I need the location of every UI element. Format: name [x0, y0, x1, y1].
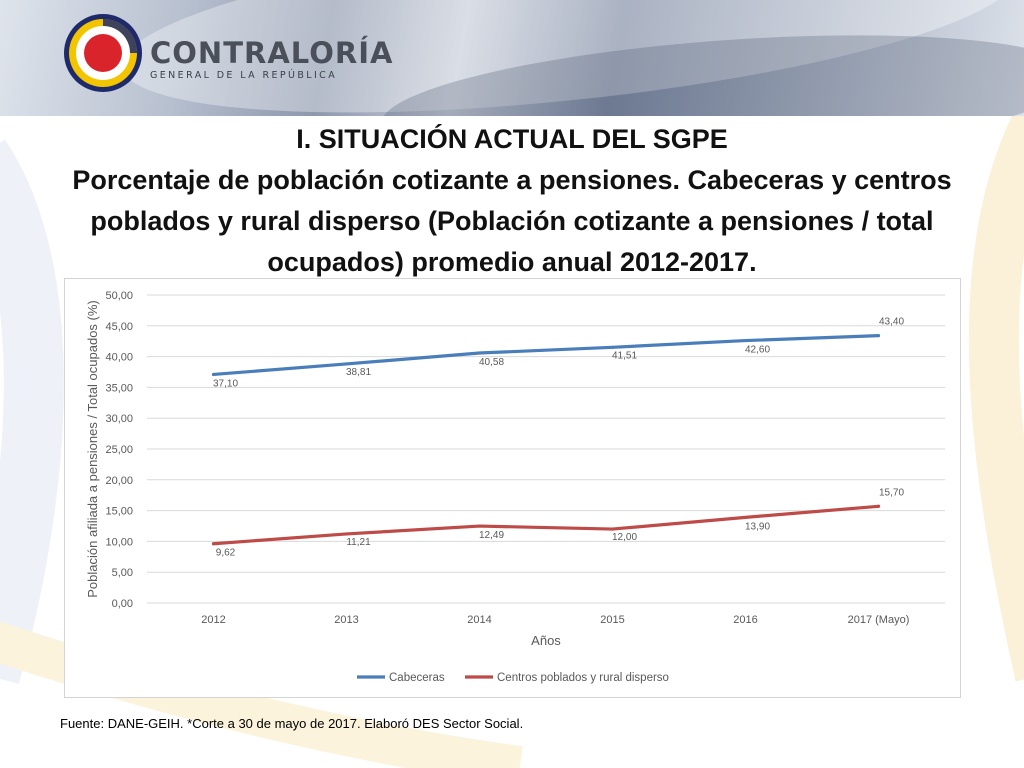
brand-name: CONTRALORÍA	[150, 36, 394, 70]
data-label: 9,62	[216, 548, 236, 559]
x-axis-title: Años	[531, 633, 561, 648]
x-tick-label: 2012	[201, 614, 225, 626]
data-point	[744, 515, 747, 519]
x-tick-label: 2013	[334, 614, 358, 626]
contraloria-logo	[64, 14, 142, 92]
brand-block: CONTRALORÍA GENERAL DE LA REPÚBLICA	[150, 38, 393, 81]
data-point	[212, 542, 215, 546]
data-point	[212, 372, 215, 376]
data-point	[478, 524, 481, 528]
series-layer	[211, 334, 881, 546]
data-label: 43,40	[879, 317, 904, 328]
y-tick-label: 20,00	[105, 475, 133, 487]
data-label: 13,90	[745, 521, 770, 532]
line-chart: 0,00 5,00 10,00 15,00 20,00 25,00 30,00 35,00 40…	[85, 290, 945, 684]
data-point	[478, 351, 481, 355]
brand-subtitle: GENERAL DE LA REPÚBLICA	[150, 70, 338, 81]
source-note: Fuente: DANE-GEIH. *Corte a 30 de mayo d…	[60, 716, 524, 731]
chart-container: 0,00 5,00 10,00 15,00 20,00 25,00 30,00 35,00 40…	[64, 278, 961, 698]
data-label: 40,58	[479, 357, 504, 368]
data-label: 12,00	[612, 532, 637, 543]
data-label: 38,81	[346, 367, 371, 378]
header-banner: CONTRALORÍA GENERAL DE LA REPÚBLICA	[0, 0, 1024, 116]
section-title: I. SITUACIÓN ACTUAL DEL SGPE	[296, 124, 728, 154]
x-tick-label: 2017 (Mayo)	[848, 614, 910, 626]
x-tick-label: 2014	[467, 614, 491, 626]
data-point	[611, 527, 614, 531]
y-tick-label: 35,00	[105, 382, 133, 394]
data-label: 41,51	[612, 350, 637, 361]
series-line-cabeceras	[211, 334, 881, 377]
data-point	[345, 532, 348, 536]
y-tick-label: 0,00	[112, 598, 133, 610]
legend-label: Centros poblados y rural disperso	[497, 672, 669, 684]
data-point	[744, 339, 747, 343]
y-tick-label: 45,00	[105, 321, 133, 333]
data-label: 42,60	[745, 345, 770, 356]
chart-heading: Porcentaje de población cotizante a pens…	[72, 165, 952, 277]
data-label: 11,21	[346, 537, 371, 548]
data-point	[877, 334, 880, 338]
x-tick-label: 2015	[600, 614, 624, 626]
legend: Cabeceras Centros poblados y rural disper…	[357, 672, 669, 684]
data-label: 37,10	[213, 378, 238, 389]
y-tick-label: 10,00	[105, 536, 133, 548]
y-tick-label: 40,00	[105, 352, 133, 364]
x-tick-layer: 2012 2013 2014 2015 2016 2017 (Mayo)	[201, 614, 909, 626]
data-label-layer: 37,10 38,81 40,58 41,51 42,60 43,40 9,62 11,21 1…	[213, 317, 904, 559]
legend-label: Cabeceras	[389, 672, 445, 684]
data-point	[611, 345, 614, 349]
y-tick-label: 5,00	[112, 567, 133, 579]
grid-layer	[147, 294, 945, 604]
y-tick-label: 25,00	[105, 444, 133, 456]
series-line-centros-poblados	[211, 504, 881, 546]
data-point	[345, 362, 348, 366]
y-tick-label: 15,00	[105, 506, 133, 518]
y-axis-title: Población afiliada a pensiones / Total o…	[85, 300, 100, 598]
x-tick-label: 2016	[733, 614, 757, 626]
y-tick-label: 30,00	[105, 413, 133, 425]
data-label: 15,70	[879, 487, 904, 498]
data-label: 12,49	[479, 530, 504, 541]
y-tick-label: 50,00	[105, 290, 133, 302]
y-tick-layer: 0,00 5,00 10,00 15,00 20,00 25,00 30,00 35,00 40…	[105, 290, 133, 610]
data-point	[877, 504, 880, 508]
